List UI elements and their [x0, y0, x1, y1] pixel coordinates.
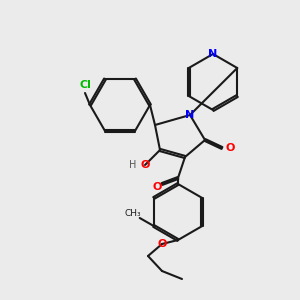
Text: CH₃: CH₃ [124, 209, 141, 218]
Text: O: O [157, 239, 167, 249]
Text: O: O [140, 160, 150, 170]
Text: N: N [185, 110, 195, 120]
Text: Cl: Cl [79, 80, 91, 90]
Text: O: O [152, 182, 162, 192]
Text: O: O [226, 143, 236, 153]
Text: H: H [129, 160, 137, 170]
Text: N: N [208, 49, 217, 59]
